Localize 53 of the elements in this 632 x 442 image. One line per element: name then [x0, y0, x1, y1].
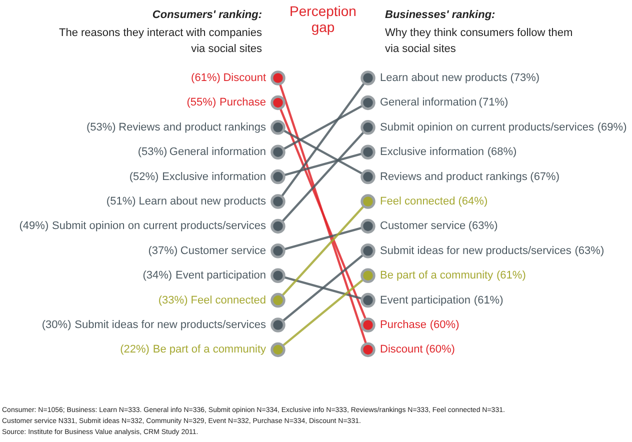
- category-label: Event participation: [380, 294, 470, 306]
- text: Why they think consumers follow them via social sites: [385, 27, 573, 55]
- category-label: Submit ideas for new products/services: [380, 244, 572, 257]
- category-label: Purchase: [220, 96, 266, 109]
- data-label: (61%): [474, 294, 504, 306]
- data-label: (68%): [487, 146, 517, 158]
- category-label: Submit opinion on current products/services: [380, 121, 594, 134]
- data-label: (73%): [510, 72, 540, 84]
- data-label: (64%): [458, 196, 488, 208]
- data-label: (53%): [86, 121, 116, 134]
- category-label: Exclusive information: [380, 146, 484, 158]
- category-label: Learn about new products: [138, 196, 266, 208]
- category-label: Discount: [223, 72, 266, 84]
- data-label: (60%): [430, 319, 460, 331]
- category-label: Submit opinion on current products/services: [52, 220, 266, 232]
- category-label: Be part of a community: [380, 270, 494, 282]
- text: Businesses' ranking:: [385, 9, 496, 21]
- text: The reasons they interact with companies via social sites: [59, 27, 262, 55]
- category-label: Be part of a community: [152, 344, 266, 356]
- category-label: Feel connected: [380, 196, 456, 208]
- category-label: Customer service: [180, 244, 266, 257]
- data-label: (67%): [530, 170, 560, 183]
- data-label: (53%): [138, 146, 168, 158]
- text: Consumers' ranking:: [152, 9, 262, 21]
- data-label: (30%): [42, 319, 72, 331]
- data-label: (63%): [468, 220, 498, 232]
- data-label: (34%): [142, 270, 172, 282]
- data-label: (52%): [129, 170, 159, 183]
- data-label: (55%): [186, 96, 216, 109]
- data-label: (61%): [191, 72, 220, 84]
- text: Perception gap: [290, 3, 356, 35]
- category-label: Event participation: [176, 270, 266, 282]
- data-label: (51%): [106, 196, 136, 208]
- category-label: Purchase: [380, 319, 426, 331]
- category-label: Submit ideas for new products/services: [74, 319, 266, 331]
- data-label: (69%): [597, 121, 627, 134]
- category-label: Customer service: [380, 220, 466, 232]
- data-label: (63%): [574, 244, 604, 257]
- category-label: General information: [380, 96, 477, 109]
- data-label: (22%): [120, 344, 150, 356]
- data-label: (33%): [158, 294, 188, 306]
- data-label: (61%): [496, 270, 526, 282]
- data-label: (60%): [426, 344, 455, 356]
- category-label: Discount: [380, 344, 423, 356]
- category-label: Feel connected: [190, 294, 266, 306]
- category-label: Reviews and product rankings: [380, 170, 528, 183]
- data-label: (49%): [19, 220, 49, 232]
- data-label: (37%): [148, 244, 178, 257]
- category-label: Reviews and product rankings: [118, 121, 266, 134]
- data-label: (71%): [478, 96, 508, 109]
- category-label: General information: [169, 146, 266, 158]
- category-label: Exclusive information: [162, 170, 266, 183]
- category-label: Learn about new products: [380, 72, 508, 84]
